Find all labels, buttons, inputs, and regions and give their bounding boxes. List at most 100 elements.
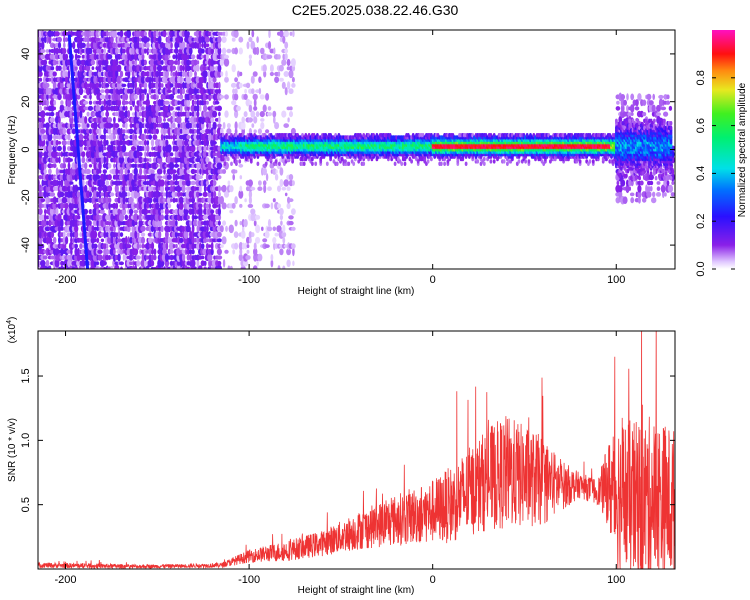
noise-cell: [131, 60, 136, 65]
noise-cell: [86, 64, 91, 72]
noise-cell: [174, 48, 179, 54]
noise-cell: [198, 122, 202, 130]
noise-cell: [281, 231, 287, 238]
noise-cell: [177, 175, 181, 180]
noise-cell: [101, 71, 104, 77]
noise-cell: [102, 243, 108, 250]
noise-cell: [174, 41, 179, 50]
noise-cell: [83, 81, 88, 90]
noise-cell: [168, 242, 175, 250]
noise-cell: [89, 81, 92, 90]
noise-cell: [139, 64, 143, 72]
noise-cell: [253, 242, 257, 250]
noise-cell: [60, 81, 64, 90]
noise-cell: [50, 111, 55, 117]
noise-cell: [96, 191, 100, 198]
noise-cell: [179, 128, 183, 134]
noise-cell: [88, 174, 93, 181]
noise-cell: [38, 144, 44, 153]
noise-cell: [77, 48, 80, 54]
noise-cell: [156, 168, 163, 175]
noise-cell: [189, 230, 193, 240]
noise-cell: [155, 202, 160, 210]
noise-cell: [224, 94, 229, 100]
noise-cell: [637, 196, 641, 204]
noise-cell: [43, 168, 47, 175]
noise-cell: [128, 196, 134, 204]
noise-cell: [203, 104, 208, 113]
noise-cell: [212, 152, 217, 157]
noise-cell: [127, 43, 130, 48]
noise-cell: [268, 30, 271, 39]
noise-cell: [291, 83, 296, 88]
noise-cell: [194, 207, 197, 216]
signal-cell: [426, 159, 430, 164]
noise-cell: [170, 115, 174, 124]
noise-cell: [74, 65, 78, 71]
noise-cell: [92, 133, 98, 142]
noise-cell: [62, 87, 67, 96]
noise-cell: [251, 232, 255, 238]
noise-cell: [239, 248, 243, 256]
noise-cell: [48, 49, 52, 53]
noise-cell: [210, 196, 214, 204]
noise-cell: [40, 259, 46, 267]
noise-cell: [43, 59, 48, 66]
noise-cell: [196, 162, 200, 170]
noise-cell: [69, 186, 73, 192]
noise-cell: [276, 225, 282, 233]
noise-cell: [57, 145, 62, 152]
noise-cell: [131, 202, 136, 210]
noise-cell: [122, 129, 126, 134]
noise-cell: [201, 42, 204, 48]
noise-cell: [129, 134, 133, 140]
noise-cell: [146, 140, 150, 146]
noise-cell: [164, 207, 169, 216]
noise-cell: [50, 66, 55, 71]
noise-cell: [134, 105, 138, 112]
noise-cell: [103, 248, 107, 256]
noise-cell: [174, 76, 178, 84]
noise-cell: [248, 36, 253, 43]
noise-cell: [176, 126, 181, 136]
noise-cell: [83, 100, 89, 105]
noise-cell: [616, 100, 620, 105]
noise-cell: [637, 93, 642, 101]
noise-cell: [105, 111, 110, 118]
noise-cell: [103, 127, 107, 135]
noise-cell: [217, 64, 222, 72]
noise-cell: [205, 52, 209, 61]
noise-cell: [215, 156, 219, 164]
noise-cell: [195, 139, 201, 147]
noise-cell: [39, 100, 42, 106]
noise-cell: [155, 138, 160, 147]
noise-cell: [119, 30, 124, 38]
noise-cell: [76, 111, 81, 118]
noise-cell: [122, 105, 126, 111]
noise-cell: [260, 122, 265, 130]
noise-cell: [169, 83, 174, 88]
noise-cell: [190, 144, 196, 153]
noise-cell: [60, 226, 64, 231]
noise-cell: [251, 88, 255, 95]
noise-cell: [122, 161, 126, 170]
noise-cell: [238, 242, 243, 251]
noise-cell: [69, 253, 73, 262]
noise-cell: [203, 54, 207, 60]
noise-cell: [120, 266, 123, 269]
noise-cell: [38, 230, 43, 239]
noise-cell: [167, 203, 172, 209]
noise-cell: [64, 122, 69, 129]
noise-cell: [141, 203, 145, 209]
noise-cell: [184, 261, 188, 266]
noise-cell: [93, 75, 98, 84]
noise-cell: [270, 259, 274, 268]
noise-cell: [650, 186, 653, 192]
signal-cell: [325, 161, 329, 166]
noise-cell: [208, 121, 212, 130]
noise-cell: [163, 202, 166, 210]
noise-cell: [150, 139, 155, 147]
noise-cell: [150, 238, 155, 243]
signal-cell: [352, 161, 356, 166]
noise-cell: [239, 175, 243, 180]
